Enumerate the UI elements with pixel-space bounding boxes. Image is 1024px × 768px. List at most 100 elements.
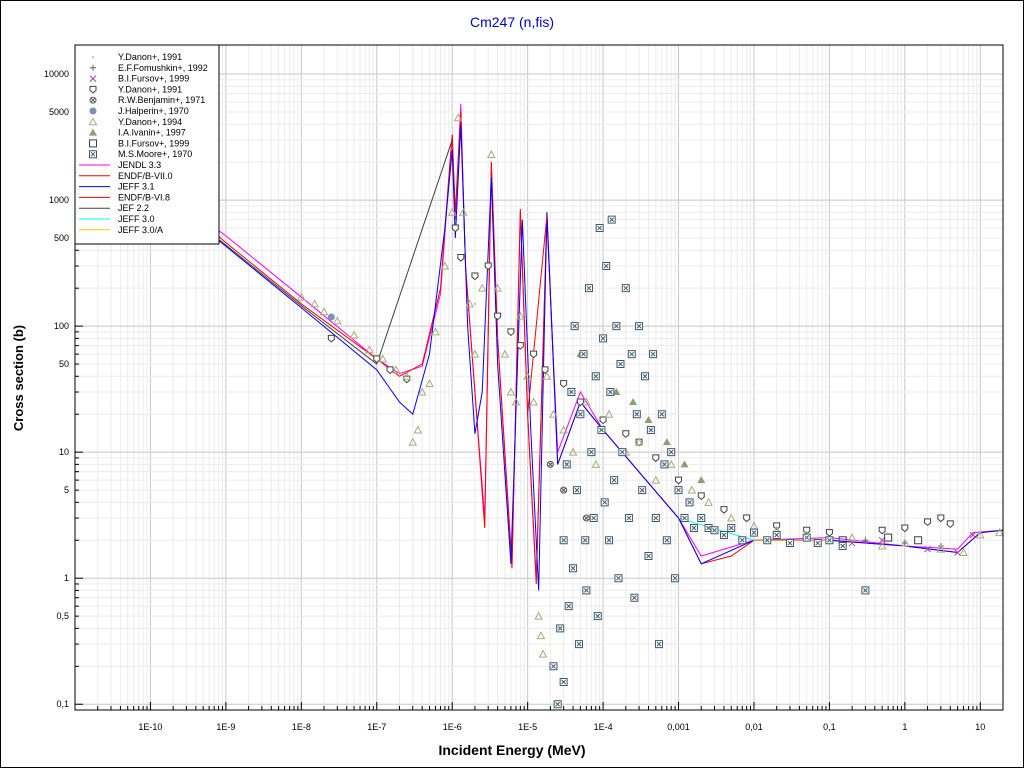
legend-entry: ENDF/B-VI.8 xyxy=(118,192,170,202)
legend-entry: ENDF/B-VII.0 xyxy=(118,171,173,181)
data-point xyxy=(599,334,608,343)
data-point xyxy=(680,460,689,468)
legend-entry: Y.Danon+, 1991 xyxy=(118,84,182,94)
data-point xyxy=(622,430,630,438)
data-point xyxy=(575,640,584,649)
data-point xyxy=(453,113,463,122)
data-point xyxy=(662,536,671,545)
data-point xyxy=(802,533,811,542)
legend-marker xyxy=(90,64,96,71)
data-point xyxy=(591,459,601,468)
data-point xyxy=(704,497,713,506)
data-point xyxy=(634,437,644,446)
data-point xyxy=(614,574,623,583)
legend-entry: Y.Danon+, 1994 xyxy=(118,117,182,127)
data-point xyxy=(425,379,434,388)
data-point xyxy=(391,365,401,374)
x-tick-label: 1E-8 xyxy=(292,722,311,732)
data-point xyxy=(687,485,697,494)
legend-marker xyxy=(89,107,97,115)
data-point xyxy=(494,312,502,321)
data-point xyxy=(559,678,568,687)
y-tick-label: 1 xyxy=(64,573,69,583)
data-point xyxy=(486,149,496,158)
data-point xyxy=(847,533,857,542)
legend-marker xyxy=(89,85,97,94)
data-point xyxy=(644,552,653,561)
data-point xyxy=(417,387,427,396)
data-point xyxy=(657,410,666,419)
data-point xyxy=(738,536,747,545)
data-point xyxy=(763,536,772,545)
y-tick-label: 500 xyxy=(54,233,69,243)
data-point xyxy=(471,272,479,281)
legend-marker xyxy=(89,139,97,148)
data-point xyxy=(600,498,609,507)
data-point xyxy=(484,262,492,271)
y-tick-label: 50 xyxy=(59,359,69,369)
legend-entry: M.S.Moore+, 1970 xyxy=(118,149,192,159)
x-tick-label: 1E-10 xyxy=(138,722,162,732)
x-tick-label: 0,001 xyxy=(667,722,690,732)
data-point xyxy=(447,207,457,216)
data-point xyxy=(901,524,909,533)
data-point xyxy=(373,355,381,363)
data-point xyxy=(838,542,847,551)
data-point xyxy=(542,371,552,380)
data-point xyxy=(549,662,558,671)
data-point xyxy=(559,536,568,545)
y-tick-label: 0,1 xyxy=(56,699,69,709)
data-point xyxy=(954,549,961,556)
data-point xyxy=(654,640,663,649)
data-point xyxy=(697,492,705,501)
y-tick-label: 10 xyxy=(59,447,69,457)
data-point xyxy=(900,538,910,547)
data-point xyxy=(538,649,548,658)
data-point xyxy=(451,224,459,233)
x-tick-label: 0,1 xyxy=(823,722,836,732)
legend-entry: J.Halperin+, 1970 xyxy=(118,106,189,116)
plot-border xyxy=(74,44,1004,711)
x-tick-label: 1 xyxy=(902,722,907,732)
data-point xyxy=(595,224,604,233)
legend-entry: JENDL 3.3 xyxy=(118,160,161,170)
data-point xyxy=(349,330,359,339)
data-point xyxy=(572,486,581,495)
data-point xyxy=(632,410,641,419)
x-tick-label: 1E-4 xyxy=(594,722,613,732)
data-point xyxy=(675,476,683,485)
line-endf-b-vii-0 xyxy=(208,111,1004,584)
data-point xyxy=(534,611,544,620)
data-point xyxy=(327,313,335,321)
data-point xyxy=(365,345,374,354)
data-point xyxy=(605,536,614,545)
data-point xyxy=(477,283,487,292)
data-point xyxy=(562,460,571,469)
axes: 1E-10 1E-9 1E-8 1E-7 1E-6 1E-5 1E-4 0,001 0,01 0,… xyxy=(44,69,1004,732)
legend-marker xyxy=(89,150,97,159)
data-point xyxy=(924,545,931,553)
data-point xyxy=(530,350,538,359)
data-point xyxy=(618,448,627,457)
data-point xyxy=(465,299,474,308)
data-point xyxy=(674,486,683,495)
data-point xyxy=(604,409,614,418)
data-point xyxy=(569,564,578,573)
data-point xyxy=(319,307,329,316)
data-point xyxy=(496,337,499,340)
data-point xyxy=(612,322,621,331)
data-point xyxy=(861,586,870,595)
data-point xyxy=(579,350,588,359)
data-point xyxy=(666,459,676,468)
data-point xyxy=(719,531,728,540)
legend-marker xyxy=(88,117,98,126)
data-point xyxy=(474,303,476,305)
y-tick-label: 1000 xyxy=(49,195,69,205)
data-point xyxy=(946,520,954,528)
data-point xyxy=(969,531,977,539)
data-point xyxy=(593,612,602,621)
data-point xyxy=(582,586,591,595)
legend-entry: Y.Danon+, 1991 xyxy=(118,52,182,62)
